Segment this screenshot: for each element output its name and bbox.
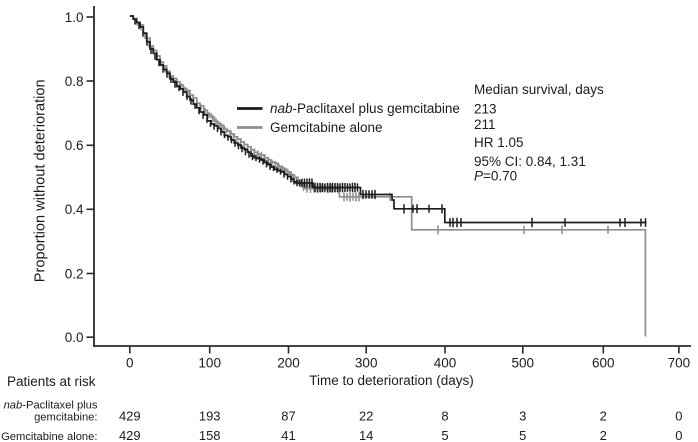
svg-text:0: 0 (126, 355, 134, 370)
svg-text:5: 5 (519, 428, 526, 442)
svg-text:0.4: 0.4 (65, 202, 84, 217)
svg-text:P=0.70: P=0.70 (474, 169, 517, 184)
svg-text:2: 2 (600, 409, 607, 424)
svg-text:14: 14 (359, 428, 373, 442)
svg-text:Time to deterioration (days): Time to deterioration (days) (309, 373, 474, 388)
svg-text:8: 8 (441, 409, 448, 424)
svg-text:0.6: 0.6 (65, 138, 84, 153)
svg-text:HR 1.05: HR 1.05 (474, 135, 524, 150)
svg-text:429: 429 (119, 409, 141, 424)
svg-text:gemcitabine:: gemcitabine: (34, 412, 97, 424)
svg-text:600: 600 (592, 355, 615, 370)
svg-text:100: 100 (198, 355, 221, 370)
svg-text:211: 211 (474, 117, 496, 132)
svg-text:Gemcitabine alone:: Gemcitabine alone: (1, 431, 97, 442)
svg-text:nab-Paclitaxel plus gemcitabin: nab-Paclitaxel plus gemcitabine (270, 101, 460, 116)
svg-text:Median survival, days: Median survival, days (474, 82, 604, 97)
svg-text:300: 300 (355, 355, 378, 370)
svg-text:700: 700 (668, 355, 691, 370)
svg-text:Patients at risk: Patients at risk (7, 374, 96, 389)
svg-text:429: 429 (119, 428, 141, 442)
svg-text:400: 400 (434, 355, 457, 370)
svg-text:0.2: 0.2 (65, 266, 84, 281)
svg-text:0: 0 (675, 428, 682, 442)
svg-text:Gemcitabine alone: Gemcitabine alone (270, 120, 383, 135)
svg-text:0.8: 0.8 (65, 74, 84, 89)
svg-text:200: 200 (277, 355, 300, 370)
svg-text:3: 3 (519, 409, 526, 424)
svg-text:158: 158 (199, 428, 221, 442)
svg-text:5: 5 (441, 428, 448, 442)
svg-text:87: 87 (281, 409, 295, 424)
svg-text:Proportion without deteriorati: Proportion without deterioration (33, 79, 49, 282)
svg-text:0.0: 0.0 (65, 330, 84, 345)
svg-text:22: 22 (359, 409, 373, 424)
svg-text:1.0: 1.0 (65, 10, 84, 25)
svg-text:193: 193 (199, 409, 221, 424)
svg-text:41: 41 (281, 428, 295, 442)
svg-text:0: 0 (675, 409, 682, 424)
svg-text:95% CI: 0.84, 1.31: 95% CI: 0.84, 1.31 (474, 154, 586, 169)
svg-text:213: 213 (474, 102, 497, 117)
svg-text:nab-Paclitaxel plus: nab-Paclitaxel plus (4, 400, 98, 412)
svg-text:500: 500 (512, 355, 535, 370)
svg-text:2: 2 (600, 428, 607, 442)
